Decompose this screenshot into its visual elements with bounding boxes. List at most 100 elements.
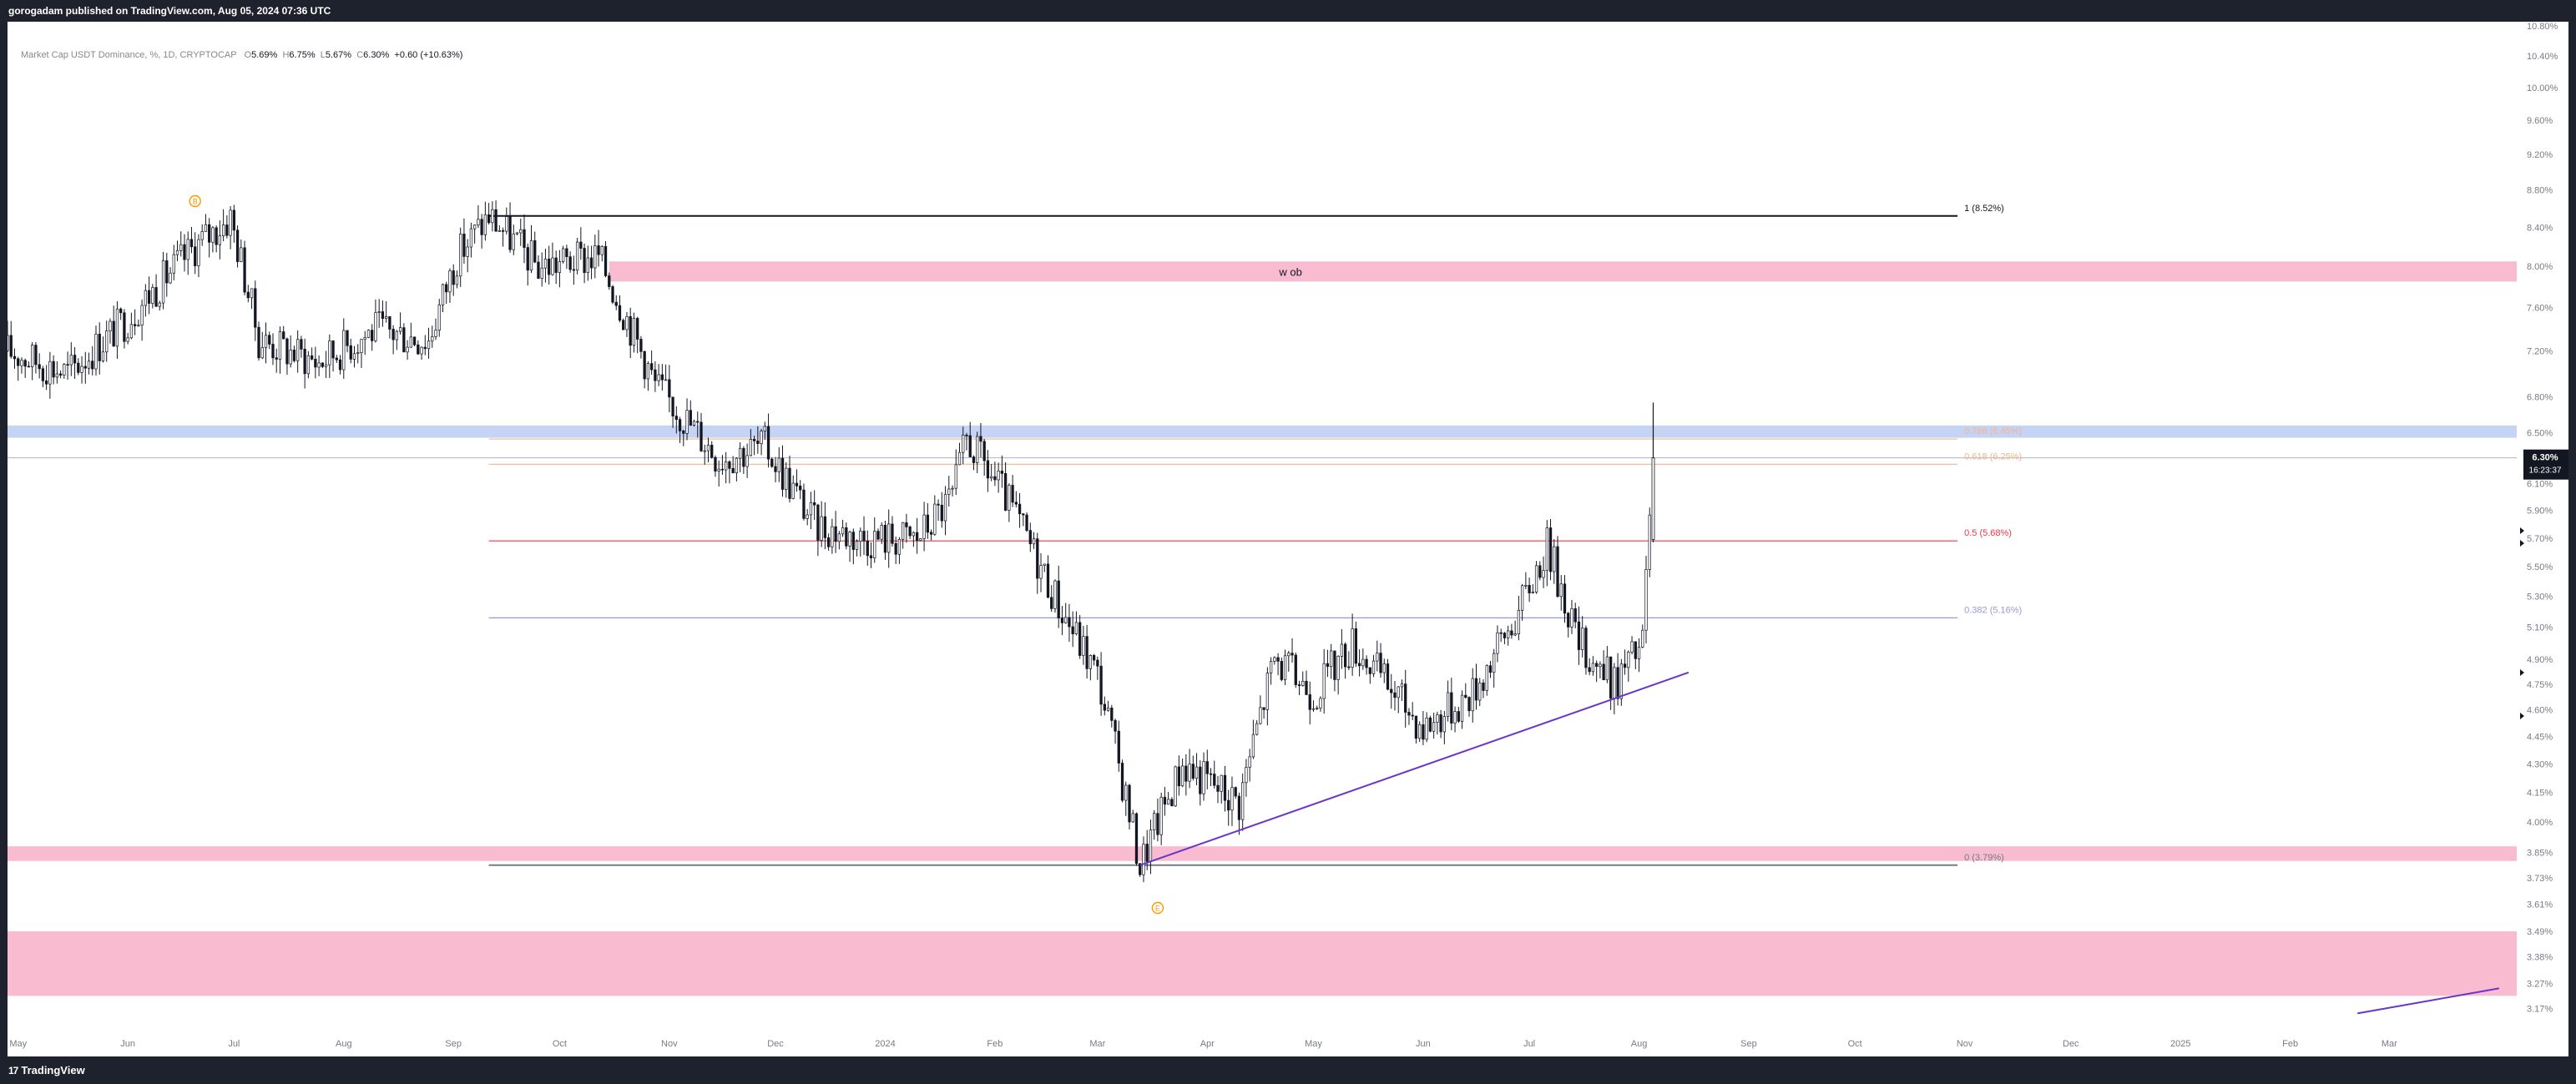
candle-body [1457,711,1460,722]
chart-area[interactable]: w ob 1 (8.52%) 0.786 (6.45%) 0.618 (6.25%) 0… [8,22,2568,1056]
candle-body [218,235,222,245]
legend-high-label: H [282,50,290,60]
time-axis-tick: Jul [1523,1039,1535,1049]
candle-body [1251,734,1255,758]
alert-arrow-icon [2520,669,2524,676]
candle-body [785,467,788,490]
candle-body [494,209,498,232]
candle-body [204,224,208,232]
price-axis: 10.80% 10.40% 10.00% 9.60% 9.20% 8.80% 8.40% 8.… [2527,22,2558,1014]
candle-body [1595,663,1599,668]
candle-body [335,357,338,360]
candle-body [614,301,618,306]
price-axis-tick: 3.73% [2527,874,2553,884]
candle-body [1036,538,1039,579]
candle-body [1170,799,1174,807]
candle-body [816,504,820,541]
candle-body [1074,622,1078,634]
candle-body [342,330,346,371]
candle-body [98,334,101,361]
time-axis-tick: Oct [1848,1039,1862,1049]
candle-body [1570,608,1573,628]
candle-body [144,290,148,306]
candle-body [1088,655,1093,669]
candle-body [1103,703,1106,711]
candle-body [714,456,717,471]
candle-body [314,359,317,368]
candle-body [700,421,703,451]
candle-body [402,327,406,353]
candle-body [63,364,66,376]
candle-body [105,330,109,353]
zone-band [8,425,2517,438]
candle-body [1478,682,1482,701]
candle-body [993,476,997,481]
candle-body [34,345,38,366]
candle-body [1220,774,1223,792]
legend-close-value: 6.30% [363,50,390,60]
candle-body [91,360,94,370]
price-axis-tick: 3.38% [2527,953,2553,963]
candle-body [1577,621,1581,650]
candle-body [862,531,866,542]
candle-body [1573,608,1577,623]
candle-body [1619,663,1623,699]
candle-body [462,234,466,257]
candle-body [809,502,813,516]
time-axis-tick: Jun [120,1039,135,1049]
candle-body [933,503,937,535]
candle-body [1556,546,1559,597]
candle-body [728,461,731,469]
candle-body [813,502,816,506]
candle-body [1287,653,1291,657]
candle-body [922,514,926,539]
candle-body [381,311,385,319]
candle-body [1283,655,1287,680]
candle-body [589,257,593,269]
candle-body [391,329,395,340]
time-axis-tick: Jul [228,1039,240,1049]
price-axis-tick: 4.60% [2527,706,2553,716]
tradingview-logo[interactable]: 17 TradingView [8,1064,85,1076]
time-axis-tick: 2024 [875,1039,895,1049]
candle-body [232,209,235,231]
candle-body [738,447,742,459]
candle-body [483,214,487,235]
zone-band [8,930,2517,996]
candle-body [1591,663,1595,673]
candle-body [820,516,823,541]
candle-body [346,330,349,346]
candle-body [44,380,48,385]
candle-body [1039,565,1043,579]
candle-body [109,320,112,331]
current-price-tag: 6.30% 16:23:37 [2523,449,2568,480]
candle-body [1503,633,1507,638]
candle-body [194,246,197,266]
candle-body [1003,473,1008,511]
time-axis-tick: May [1305,1039,1322,1049]
candle-body [735,457,739,474]
candle-body [1230,787,1234,811]
trend-line [2357,987,2499,1015]
candle-body [1237,795,1241,820]
candle-body [752,439,756,441]
candle-body [1241,782,1245,820]
legend-symbol: Market Cap USDT Dominance, %, 1D, CRYPTO… [21,50,237,60]
candle-body [1106,708,1110,711]
candle-body [1276,657,1280,662]
candle-body [1071,626,1074,634]
candle-body [1134,813,1139,865]
candle-body [363,337,366,340]
candle-body [543,259,548,269]
candle-body [459,234,462,277]
time-axis-tick: Jun [1416,1039,1431,1049]
candle-body [1068,617,1071,628]
time-axis-tick: Apr [1200,1039,1215,1049]
candle-body [1191,764,1195,779]
price-chart[interactable]: w ob 1 (8.52%) 0.786 (6.45%) 0.618 (6.25%) 0… [8,22,2568,1056]
candle-body [845,527,848,547]
candle-body [968,435,972,457]
candle-body [678,419,682,431]
candle-body [243,247,246,293]
candle-body [1227,799,1230,811]
